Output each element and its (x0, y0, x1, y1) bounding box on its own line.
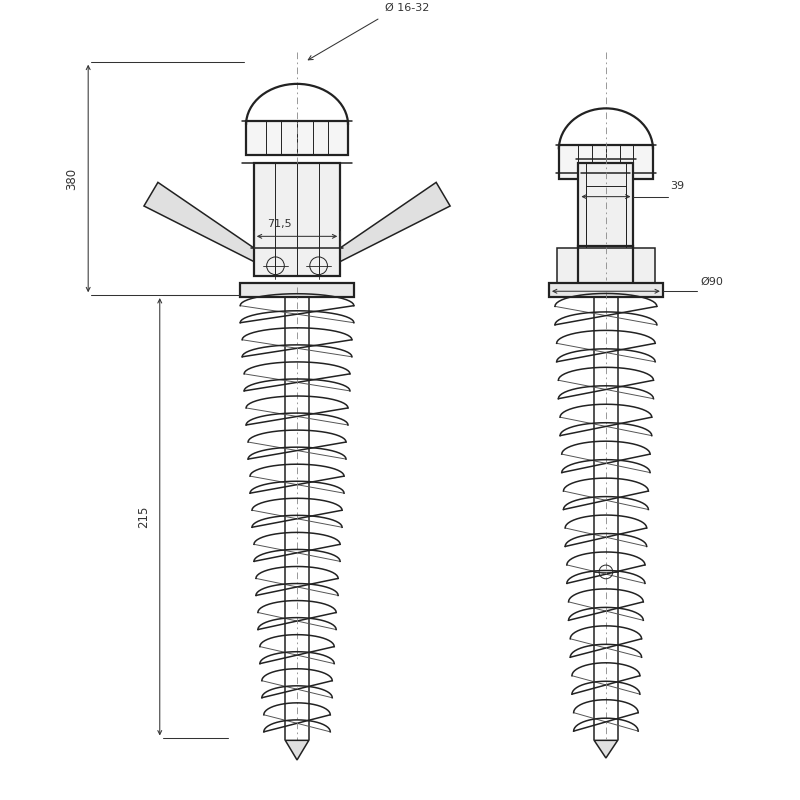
Bar (559, 145, 653, 179)
Text: 71,5: 71,5 (267, 218, 292, 229)
Polygon shape (333, 182, 450, 262)
Polygon shape (594, 740, 618, 758)
Bar (246, 121, 348, 155)
Bar (254, 163, 340, 275)
Bar (240, 283, 354, 297)
Bar (557, 248, 655, 283)
Text: 380: 380 (66, 167, 78, 190)
Bar (578, 246, 634, 286)
Polygon shape (286, 740, 309, 760)
Polygon shape (144, 182, 262, 262)
Bar (586, 186, 626, 270)
Text: 215: 215 (137, 506, 150, 528)
Text: Ø 16-32: Ø 16-32 (386, 2, 430, 13)
Text: 39: 39 (670, 181, 685, 190)
Text: Ø90: Ø90 (700, 276, 723, 286)
Bar (578, 163, 634, 275)
Bar (549, 283, 662, 297)
